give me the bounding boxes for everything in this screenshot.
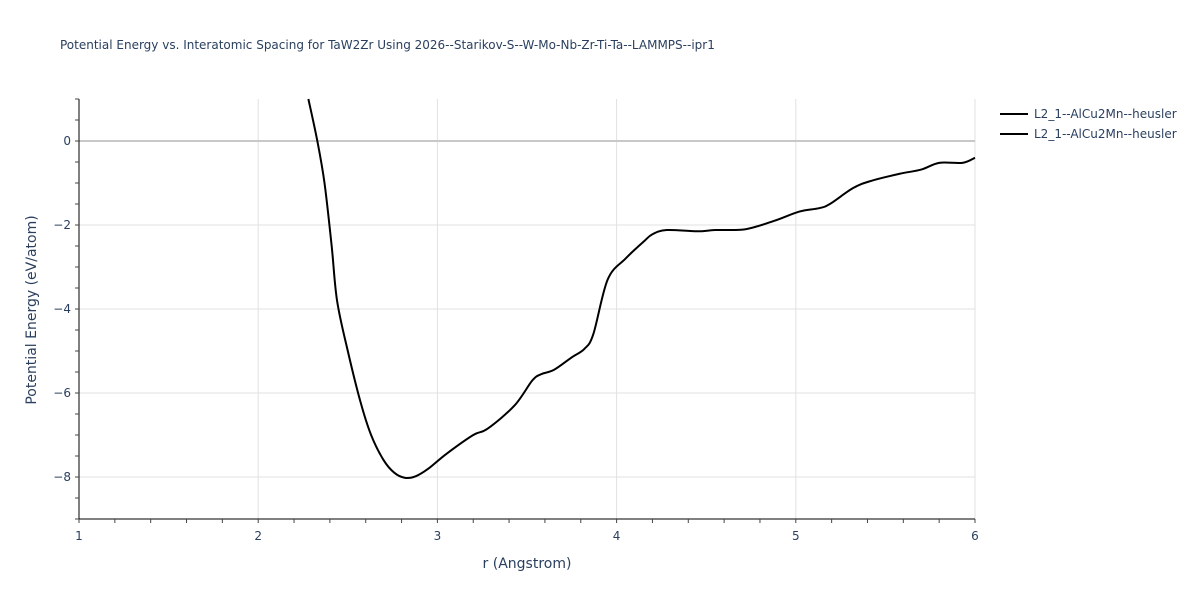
legend-label: L2_1--AlCu2Mn--heusler bbox=[1034, 127, 1177, 141]
y-tick-label: −8 bbox=[53, 470, 71, 484]
x-tick-label: 4 bbox=[613, 529, 621, 543]
legend: L2_1--AlCu2Mn--heusler L2_1--AlCu2Mn--he… bbox=[1000, 107, 1177, 141]
y-tick-label: 0 bbox=[63, 134, 71, 148]
gridlines bbox=[79, 99, 976, 519]
legend-label: L2_1--AlCu2Mn--heusler bbox=[1034, 107, 1177, 121]
y-axis-title: Potential Energy (eV/atom) bbox=[24, 215, 40, 404]
series-line bbox=[307, 98, 976, 480]
y-tick-label: −2 bbox=[53, 218, 71, 232]
y-tick-label: −4 bbox=[53, 302, 71, 316]
y-axis-ticks: 0 −2 −4 −6 −8 bbox=[53, 98, 79, 520]
x-axis-title: r (Angstrom) bbox=[483, 556, 572, 572]
chart-title: Potential Energy vs. Interatomic Spacing… bbox=[60, 38, 715, 52]
plot-area[interactable] bbox=[307, 98, 976, 480]
x-tick-label: 1 bbox=[75, 529, 83, 543]
x-tick-label: 5 bbox=[792, 529, 800, 543]
legend-item[interactable]: L2_1--AlCu2Mn--heusler bbox=[1000, 107, 1177, 121]
x-axis-ticks: 1 2 3 4 5 6 bbox=[75, 519, 979, 543]
x-tick-label: 2 bbox=[254, 529, 262, 543]
y-tick-label: −6 bbox=[53, 386, 71, 400]
legend-item[interactable]: L2_1--AlCu2Mn--heusler bbox=[1000, 127, 1177, 141]
x-tick-label: 6 bbox=[971, 529, 979, 543]
x-tick-label: 3 bbox=[434, 529, 442, 543]
